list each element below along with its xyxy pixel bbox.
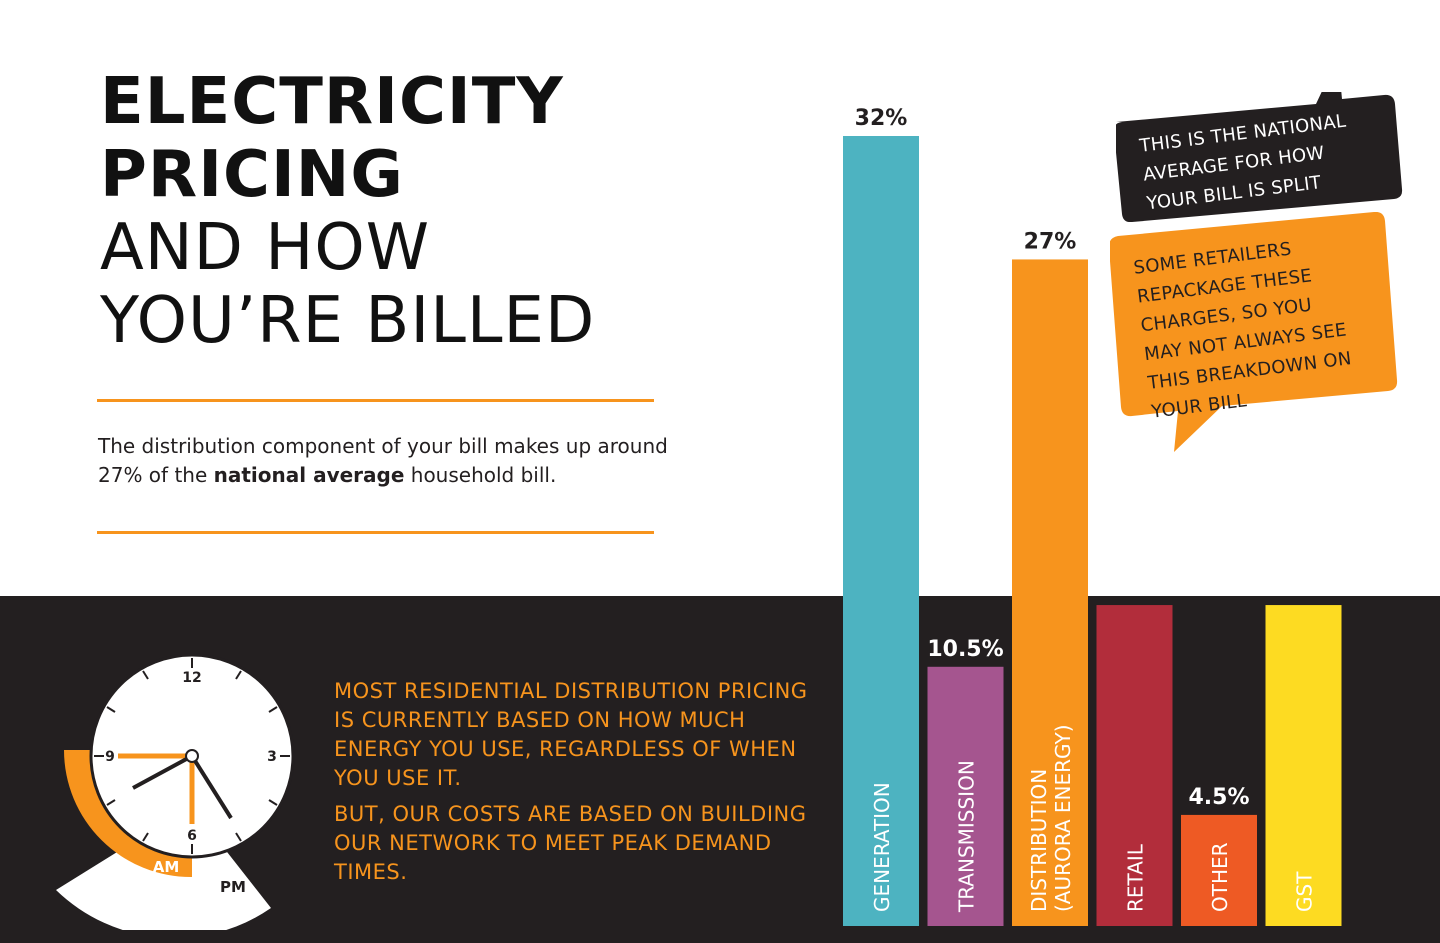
category-label: DISTRIBUTION xyxy=(1027,769,1051,912)
bar-chart: 32% GENERATION 10.5% TRANSMISSION 27% DISTRIB… xyxy=(843,106,1342,926)
clock-minute-hand xyxy=(190,754,233,820)
clock-ticks xyxy=(94,658,290,854)
divider-bottom xyxy=(97,531,654,534)
distribution-note: MOST RESIDENTIAL DISTRIBUTION PRICING IS… xyxy=(334,677,814,894)
callout-national-average: THIS IS THE NATIONAL AVERAGE FOR HOW YOU… xyxy=(1116,92,1403,222)
title-line: PRICING xyxy=(100,138,404,212)
title-line: YOU’RE BILLED xyxy=(100,284,596,358)
clock-hour-hand xyxy=(132,754,193,790)
clock-number-12: 12 xyxy=(182,670,201,686)
am-label: AM xyxy=(153,858,180,876)
bar-value-label: 10.5% xyxy=(927,637,1003,662)
clock-number-9: 9 xyxy=(105,749,115,765)
bar-value-label: 4.5% xyxy=(1188,785,1249,810)
bar-transmission xyxy=(927,666,1004,926)
clock-number-3: 3 xyxy=(267,749,277,765)
intro-text: The distribution component of your bill … xyxy=(98,432,678,490)
bar-other xyxy=(1181,814,1257,926)
callout-orange-shape xyxy=(1110,212,1398,452)
category-label: OTHER xyxy=(1208,842,1232,912)
bar-generation xyxy=(843,136,919,926)
category-label: (AURORA ENERGY) xyxy=(1051,724,1075,912)
title-line: ELECTRICITY xyxy=(100,65,564,139)
am-arc xyxy=(64,750,192,878)
category-label: TRANSMISSION xyxy=(955,760,979,913)
bar-value-label: 32% xyxy=(855,106,908,131)
clock-center xyxy=(185,749,199,763)
category-label: GST xyxy=(1293,871,1317,912)
bar-distribution-aurora-energy xyxy=(1012,259,1088,926)
clock-icon: 12 3 6 9 AM PM xyxy=(56,653,295,930)
distribution-note-para2: BUT, OUR COSTS ARE BASED ON BUILDING OUR… xyxy=(334,802,807,884)
bar-value-label: 27% xyxy=(1024,229,1077,254)
pm-label: PM xyxy=(220,878,246,896)
callout-retailers-note: SOME RETAILERS REPACKAGE THESE CHARGES, … xyxy=(1110,212,1398,452)
intro-before: The distribution component of your bill … xyxy=(98,434,668,487)
bar-gst xyxy=(1265,605,1342,926)
category-label: GENERATION xyxy=(870,782,894,912)
intro-bold: national average xyxy=(213,463,405,487)
intro-after: household bill. xyxy=(404,463,557,487)
distribution-note-para1: MOST RESIDENTIAL DISTRIBUTION PRICING IS… xyxy=(334,679,808,790)
bar-retail xyxy=(1096,605,1173,926)
page-title: ELECTRICITY PRICING AND HOW YOU’RE BILLE… xyxy=(100,66,595,358)
title-line: AND HOW xyxy=(100,211,431,285)
category-label: RETAIL xyxy=(1124,843,1148,912)
clock-number-6: 6 xyxy=(187,828,197,844)
divider-top xyxy=(97,399,654,402)
bar-value-label: 13% xyxy=(1108,575,1161,600)
bar-value-label: 13% xyxy=(1277,575,1330,600)
callout-dark-shape xyxy=(1116,92,1403,222)
